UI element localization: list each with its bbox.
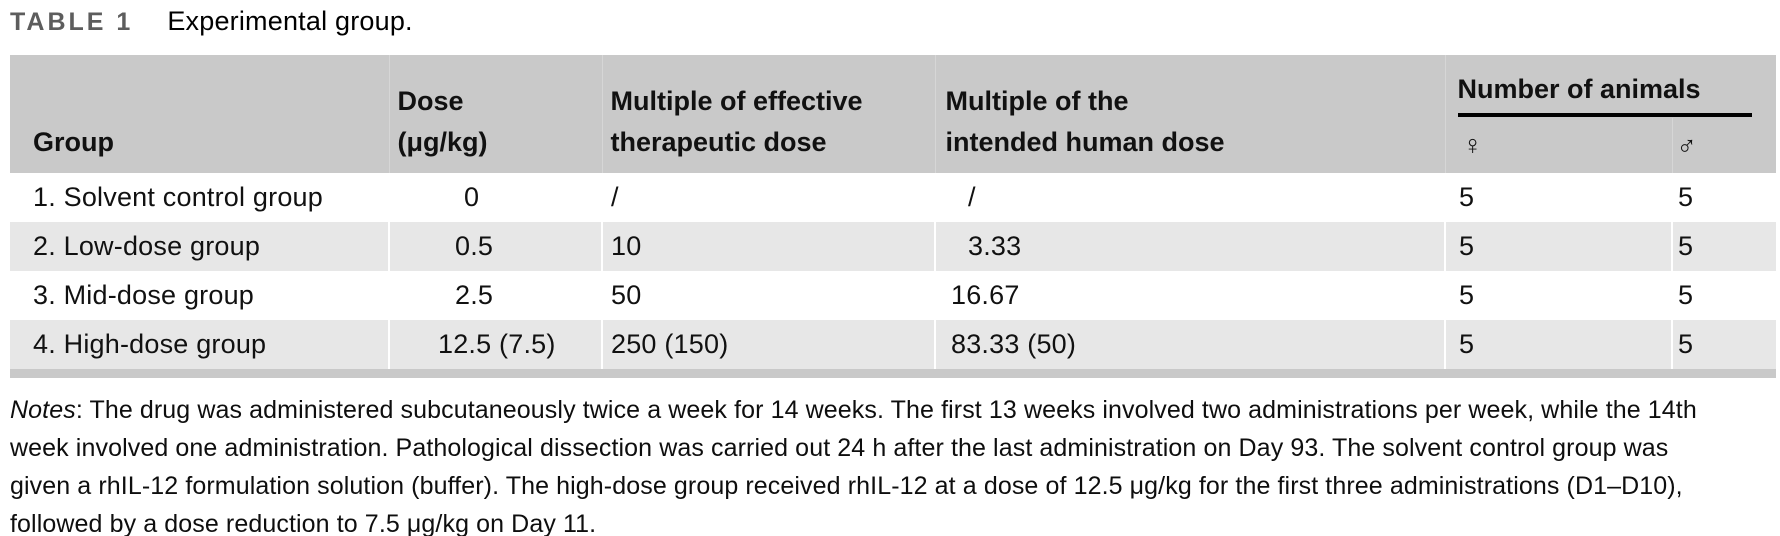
table-header: Group Dose (μg/kg) Multiple of effective…: [10, 55, 1776, 173]
cell-group: 4. High-dose group: [33, 329, 267, 359]
cell-multiple-effective: 10: [601, 222, 935, 271]
column-header-multiple-effective-line2: therapeutic dose: [610, 127, 827, 157]
column-header-multiple-human: Multiple of the intended human dose: [934, 55, 1445, 173]
column-header-multiple-effective: Multiple of effective therapeutic dose: [601, 55, 935, 173]
notes-line: Notes: The drug was administered subcuta…: [10, 391, 1780, 429]
column-header-number-of-animals: Number of animals: [1444, 55, 1776, 118]
cell-multiple-human: 83.33 (50): [934, 320, 1445, 369]
table-row: 2. Low-dose group 0.5 10 3.33 5 5: [10, 222, 1776, 271]
cell-group: 3. Mid-dose group: [33, 280, 255, 310]
cell-females: 5: [1444, 173, 1672, 222]
column-header-multiple-human-line1: Multiple of the: [945, 86, 1129, 116]
cell-males: 5: [1671, 173, 1776, 222]
experimental-group-table: Group Dose (μg/kg) Multiple of effective…: [10, 55, 1776, 369]
cell-group: 2. Low-dose group: [33, 231, 261, 261]
cell-multiple-effective: /: [601, 173, 935, 222]
cell-multiple-human: 16.67: [934, 271, 1445, 320]
number-of-animals-label: Number of animals: [1457, 73, 1752, 117]
notes-label: Notes: [10, 396, 76, 424]
cell-males: 5: [1671, 320, 1776, 369]
column-header-group-label: Group: [33, 127, 114, 157]
cell-dose: 2.5: [388, 271, 602, 320]
cell-dose: 12.5 (7.5): [388, 320, 602, 369]
column-header-dose: Dose (μg/kg): [388, 55, 602, 173]
cell-dose: 0: [388, 173, 602, 222]
cell-females: 5: [1444, 271, 1672, 320]
table-bottom-border: [10, 369, 1776, 378]
cell-multiple-human: 3.33: [934, 222, 1445, 271]
table-title: TABLE 1 Experimental group.: [10, 6, 413, 37]
cell-males: 5: [1671, 271, 1776, 320]
column-header-group: Group: [10, 55, 389, 173]
column-header-dose-line2: (μg/kg): [397, 127, 488, 157]
table-body: 1. Solvent control group 0 / / 5 5 2. Lo…: [10, 173, 1776, 369]
cell-dose: 0.5: [388, 222, 602, 271]
cell-females: 5: [1444, 320, 1672, 369]
cell-multiple-effective: 250 (150): [601, 320, 935, 369]
notes-line: week involved one administration. Pathol…: [10, 434, 1669, 462]
table-row: 4. High-dose group 12.5 (7.5) 250 (150) …: [10, 320, 1776, 369]
male-symbol-icon: ♂: [1671, 118, 1776, 173]
table-caption: Experimental group.: [167, 6, 413, 36]
cell-females: 5: [1444, 222, 1672, 271]
table-row: 1. Solvent control group 0 / / 5 5: [10, 173, 1776, 222]
cell-multiple-human: /: [934, 173, 1445, 222]
column-header-dose-line1: Dose: [397, 86, 464, 116]
table-notes: Notes: The drug was administered subcuta…: [10, 391, 1780, 536]
female-symbol-icon: ♀: [1444, 118, 1672, 173]
column-header-multiple-effective-line1: Multiple of effective: [610, 86, 863, 116]
cell-multiple-effective: 50: [601, 271, 935, 320]
column-header-multiple-human-line2: intended human dose: [945, 127, 1225, 157]
cell-males: 5: [1671, 222, 1776, 271]
table-row: 3. Mid-dose group 2.5 50 16.67 5 5: [10, 271, 1776, 320]
notes-line-text: : The drug was administered subcutaneous…: [75, 396, 1697, 424]
table-number-label: TABLE 1: [10, 8, 134, 36]
cell-group: 1. Solvent control group: [33, 182, 323, 212]
notes-line: followed by a dose reduction to 7.5 μg/k…: [10, 510, 597, 536]
notes-line: given a rhIL-12 formulation solution (bu…: [10, 472, 1683, 500]
